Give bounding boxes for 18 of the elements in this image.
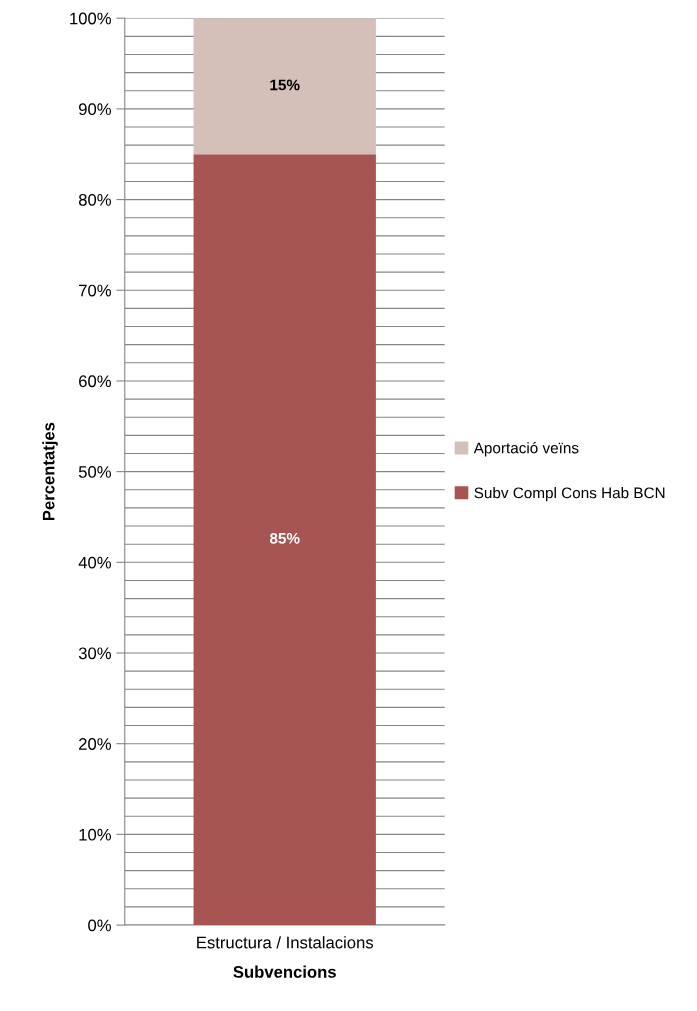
y-tick-label: 50%: [78, 466, 111, 478]
y-tick-label: 60%: [79, 375, 111, 388]
x-tick-label: Estructura / Instalacions: [197, 936, 374, 949]
y-tick-label: 30%: [78, 647, 111, 660]
legend-label: Subv Compl Cons Hab BCN: [474, 487, 665, 502]
y-tick-label: 40%: [78, 556, 111, 569]
data-label: 85%: [269, 532, 300, 544]
x-axis-title: Subvencions: [233, 965, 336, 978]
legend-label: Aportació veïns: [473, 441, 579, 457]
y-axis-title: Percentatjes: [42, 422, 58, 521]
y-tick-label: 20%: [79, 738, 111, 750]
y-tick-label: 0%: [88, 919, 111, 932]
y-tick-label: 10%: [79, 828, 111, 841]
y-tick-label: 80%: [78, 193, 111, 206]
y-tick-label: 70%: [79, 284, 111, 297]
y-tick-label: 90%: [78, 103, 111, 116]
data-label: 15%: [270, 79, 300, 91]
y-tick-label: 100%: [70, 12, 111, 25]
